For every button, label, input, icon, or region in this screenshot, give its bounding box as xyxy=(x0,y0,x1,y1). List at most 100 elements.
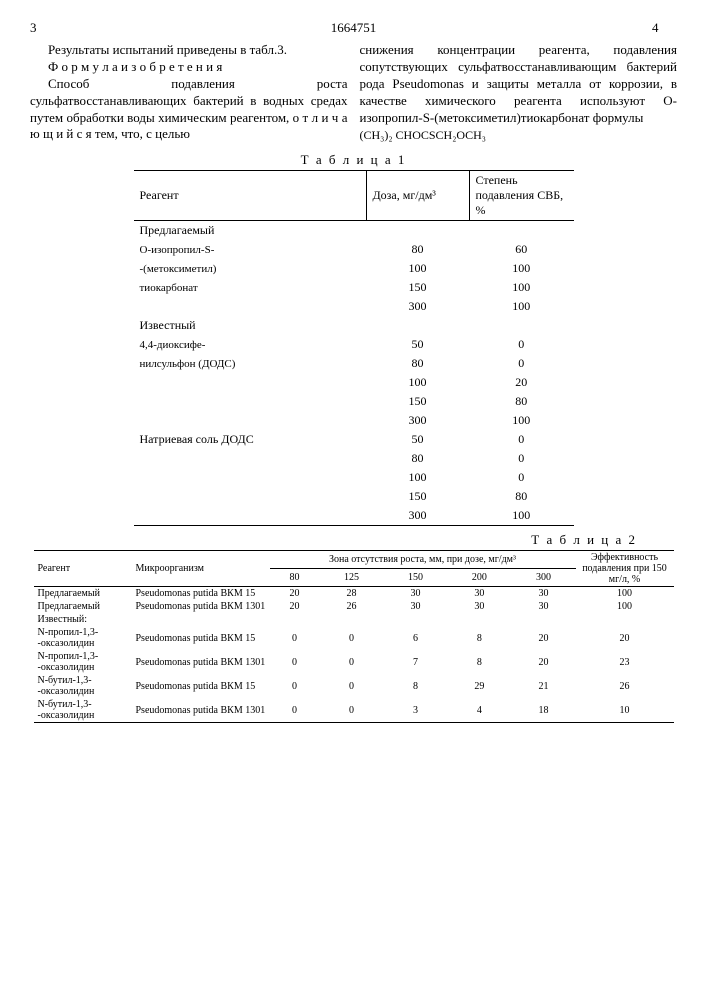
formula-text: (CH₃)₂ CHOCSCH₂OCH₃ xyxy=(360,128,486,142)
t1-supp: 100 xyxy=(469,297,574,316)
t1-dose: 150 xyxy=(366,487,469,506)
t1-group-label: Известный xyxy=(134,316,574,335)
t2-reagent: Предлагаемый xyxy=(34,587,132,601)
t2-h2: Зона отсутствия роста, мм, при дозе, мг/… xyxy=(270,551,576,569)
t2-d0: 80 xyxy=(270,569,320,587)
t2-v80: 0 xyxy=(270,674,320,698)
t2-d4: 300 xyxy=(511,569,575,587)
t1-group-label: Предлагаемый xyxy=(134,221,574,241)
t2-v300: 20 xyxy=(511,650,575,674)
t2-v150 xyxy=(384,613,448,626)
t1-supp: 20 xyxy=(469,373,574,392)
t1-sub xyxy=(134,392,367,411)
t1-dose: 50 xyxy=(366,430,469,449)
page-header: 3 1664751 4 xyxy=(30,20,677,36)
t2-v300: 18 xyxy=(511,698,575,723)
t2-reagent: N-бутил-1,3- -оксазолидин xyxy=(34,698,132,723)
t1-h0: Реагент xyxy=(134,171,367,221)
t1-sub xyxy=(134,487,367,506)
t1-sub xyxy=(134,506,367,526)
p1: Результаты испытаний приведены в табл.3. xyxy=(30,42,348,59)
t1-sub: тиокарбонат xyxy=(134,278,367,297)
t1-sub xyxy=(134,373,367,392)
t2-v300: 21 xyxy=(511,674,575,698)
t2-d2: 150 xyxy=(384,569,448,587)
t2-reagent: N-пропил-1,3- -оксазолидин xyxy=(34,626,132,650)
t2-v200: 30 xyxy=(447,587,511,601)
p2: Способ подавления роста сульфатвосстанав… xyxy=(30,76,348,144)
t1-dose: 300 xyxy=(366,297,469,316)
t2-eff xyxy=(576,613,674,626)
t2-h1: Микроорганизм xyxy=(132,551,270,587)
t1-dose: 300 xyxy=(366,506,469,526)
t1-dose: 100 xyxy=(366,373,469,392)
t1-sub xyxy=(134,468,367,487)
t2-eff: 100 xyxy=(576,587,674,601)
t2-v150: 6 xyxy=(384,626,448,650)
t1-supp: 0 xyxy=(469,468,574,487)
t2-v150: 8 xyxy=(384,674,448,698)
t2-v150: 7 xyxy=(384,650,448,674)
table1-title: Т а б л и ц а 1 xyxy=(30,152,677,168)
t2-v300: 30 xyxy=(511,587,575,601)
t1-dose: 100 xyxy=(366,468,469,487)
t2-v125: 0 xyxy=(320,698,384,723)
t2-v125 xyxy=(320,613,384,626)
t2-v80: 20 xyxy=(270,600,320,613)
t2-reagent: N-пропил-1,3- -оксазолидин xyxy=(34,650,132,674)
t2-v125: 0 xyxy=(320,650,384,674)
t2-v200: 8 xyxy=(447,650,511,674)
table2-title: Т а б л и ц а 2 xyxy=(30,532,677,548)
t1-dose: 150 xyxy=(366,392,469,411)
t2-organism: Pseudomonas putida ВКМ 15 xyxy=(132,626,270,650)
t2-d3: 200 xyxy=(447,569,511,587)
t2-organism: Pseudomonas putida ВКМ 1301 xyxy=(132,600,270,613)
t2-organism: Pseudomonas putida ВКМ 15 xyxy=(132,587,270,601)
t2-v300: 30 xyxy=(511,600,575,613)
t1-supp: 100 xyxy=(469,278,574,297)
t1-dose: 150 xyxy=(366,278,469,297)
t1-sub: нилсульфон (ДОДС) xyxy=(134,354,367,373)
t1-supp: 100 xyxy=(469,411,574,430)
t2-v125: 0 xyxy=(320,674,384,698)
left-column: Результаты испытаний приведены в табл.3.… xyxy=(30,42,348,144)
t2-v80: 0 xyxy=(270,626,320,650)
t2-v80 xyxy=(270,613,320,626)
t1-sub: 4,4-диоксифе- xyxy=(134,335,367,354)
t1-supp: 80 xyxy=(469,487,574,506)
t2-reagent: N-бутил-1,3- -оксазолидин xyxy=(34,674,132,698)
t1-sub: Натриевая соль ДОДС xyxy=(134,430,367,449)
t1-dose: 80 xyxy=(366,240,469,259)
t1-dose: 50 xyxy=(366,335,469,354)
t2-organism: Pseudomonas putida ВКМ 15 xyxy=(132,674,270,698)
t1-supp: 100 xyxy=(469,259,574,278)
t2-v80: 20 xyxy=(270,587,320,601)
t2-eff: 23 xyxy=(576,650,674,674)
body-columns: Результаты испытаний приведены в табл.3.… xyxy=(30,42,677,144)
t2-h3: Эффективность подавления при 150 мг/л, % xyxy=(576,551,674,587)
t2-v125: 28 xyxy=(320,587,384,601)
t1-sub xyxy=(134,411,367,430)
t2-organism: Pseudomonas putida ВКМ 1301 xyxy=(132,698,270,723)
t1-dose: 100 xyxy=(366,259,469,278)
p1r: снижения концентрации реагента, подавлен… xyxy=(360,42,678,126)
claim-heading: Ф о р м у л а и з о б р е т е н и я xyxy=(30,59,348,76)
page-right: 4 xyxy=(652,20,677,36)
chem-formula: (CH₃)₂ CHOCSCH₂OCH₃ xyxy=(360,128,678,144)
t2-eff: 20 xyxy=(576,626,674,650)
t2-v200: 30 xyxy=(447,600,511,613)
t2-v300: 20 xyxy=(511,626,575,650)
t2-reagent: Предлагаемый xyxy=(34,600,132,613)
t2-v300 xyxy=(511,613,575,626)
t2-v125: 26 xyxy=(320,600,384,613)
t2-v150: 30 xyxy=(384,600,448,613)
table1: Реагент Доза, мг/дм³ Степень подавления … xyxy=(134,170,574,526)
t1-sub: -(метоксиметил) xyxy=(134,259,367,278)
t2-v80: 0 xyxy=(270,650,320,674)
right-column: снижения концентрации реагента, подавлен… xyxy=(360,42,678,144)
t2-eff: 10 xyxy=(576,698,674,723)
t2-d1: 125 xyxy=(320,569,384,587)
t2-v125: 0 xyxy=(320,626,384,650)
t1-supp: 100 xyxy=(469,506,574,526)
t1-supp: 0 xyxy=(469,354,574,373)
